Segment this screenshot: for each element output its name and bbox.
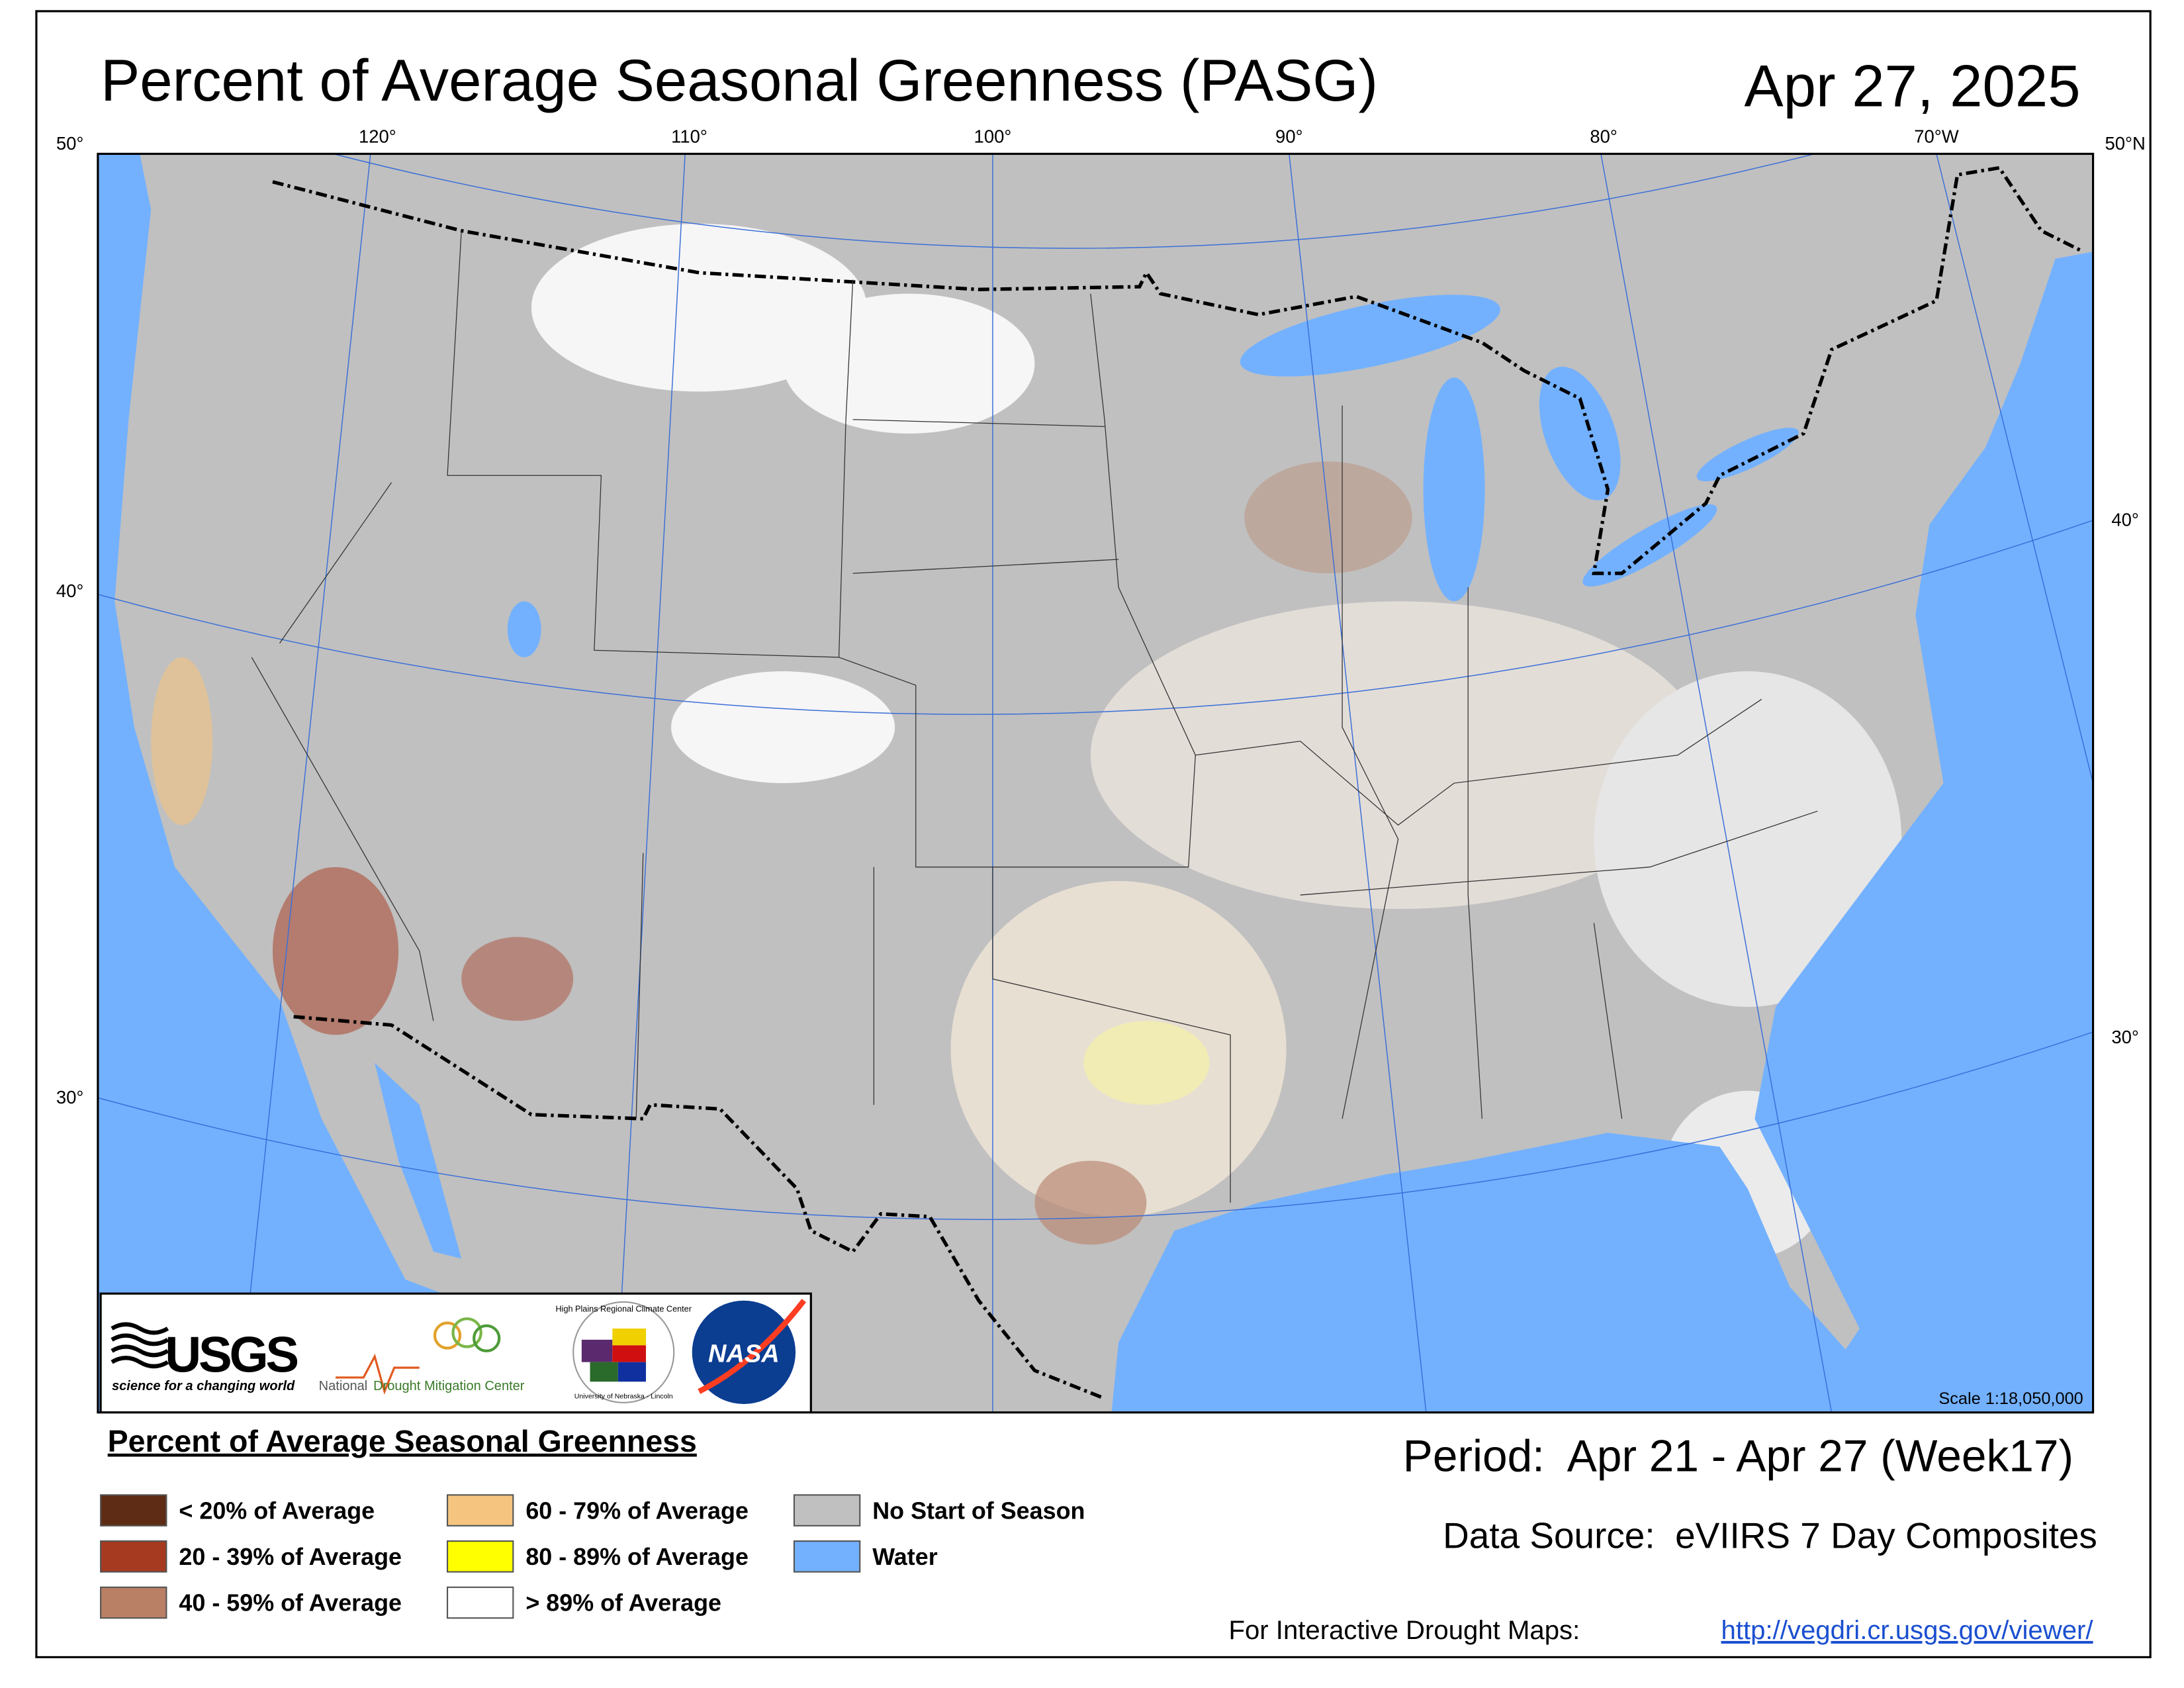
graticule [97, 154, 2093, 1413]
ndmc-text: National [319, 1379, 368, 1393]
usgs-tagline: science for a changing world [112, 1379, 295, 1393]
state-lines [251, 230, 1818, 1203]
legend-label: 40 - 59% of Average [179, 1589, 402, 1617]
legend-label: 80 - 89% of Average [525, 1543, 749, 1570]
interactive-label: For Interactive Drought Maps: [1228, 1615, 1580, 1645]
viewer-link[interactable]: http://vegdri.cr.usgs.gov/viewer/ [1721, 1615, 2094, 1645]
lon-label: 80° [1590, 126, 1617, 146]
ndmc-text: Drought Mitigation Center [373, 1379, 525, 1393]
legend-swatch [100, 1494, 167, 1526]
lon-label: 110° [671, 126, 707, 146]
legend-swatch [446, 1540, 514, 1573]
lat-label: 50°N [2105, 133, 2145, 154]
title: Percent of Average Seasonal Greenness (P… [101, 48, 1378, 113]
legend-swatch [446, 1586, 514, 1619]
data-source: Data Source: eVIIRS 7 Day Composites [1443, 1515, 2097, 1556]
greenness-patches [151, 224, 1902, 1259]
lon-label: 70°W [1914, 126, 1959, 146]
legend-swatch [100, 1540, 167, 1573]
lon-label: 120° [359, 126, 396, 146]
water [97, 154, 2093, 1413]
legend-swatch [793, 1494, 861, 1526]
legend-label: 60 - 79% of Average [525, 1497, 749, 1524]
lat-label: 50° [56, 133, 84, 154]
ndmc-logo: National Drought Mitigation Center [319, 1317, 525, 1395]
lat-label: 40° [2111, 509, 2139, 530]
legend-label: Water [872, 1543, 937, 1570]
legend-label: No Start of Season [872, 1497, 1085, 1524]
period: Period: Apr 21 - Apr 27 (Week17) [1403, 1431, 2073, 1481]
map-frame [97, 152, 2095, 1414]
usgs-logo: USGS science for a changing world [111, 1322, 300, 1393]
lon-label: 90° [1275, 126, 1303, 146]
unl-text: University of Nebraska - Lincoln [574, 1393, 673, 1401]
map-scale: Scale 1:18,050,000 [1938, 1389, 2083, 1408]
lat-label: 30° [2111, 1027, 2139, 1047]
legend-title: Percent of Average Seasonal Greenness [108, 1424, 697, 1458]
hprcc-text: High Plains Regional Climate Center [556, 1305, 692, 1314]
legend-label: < 20% of Average [179, 1497, 375, 1524]
outer-border [35, 10, 2152, 1659]
layout: Percent of Average Seasonal Greenness (P… [35, 10, 2152, 1659]
nasa-text: NASA [708, 1340, 780, 1368]
lon-label: 100° [974, 126, 1012, 146]
lat-label: 30° [56, 1087, 84, 1107]
date: Apr 27, 2025 [1744, 54, 2080, 119]
legend: < 20% of Average 20 - 39% of Average 40 - … [100, 1494, 1085, 1619]
lat-label: 40° [56, 581, 84, 601]
legend-swatch [446, 1494, 514, 1526]
legend-label: 20 - 39% of Average [179, 1543, 402, 1570]
legend-swatch [793, 1540, 861, 1573]
map: USGS science for a changing world Nation… [97, 154, 2093, 1413]
usgs-text: USGS [165, 1327, 297, 1383]
international-border [272, 165, 2084, 1401]
hprcc-logo: High Plains Regional Climate Center Univ… [556, 1301, 692, 1403]
nasa-logo: NASA [692, 1299, 807, 1405]
legend-label: > 89% of Average [525, 1589, 721, 1617]
legend-swatch [100, 1586, 167, 1619]
